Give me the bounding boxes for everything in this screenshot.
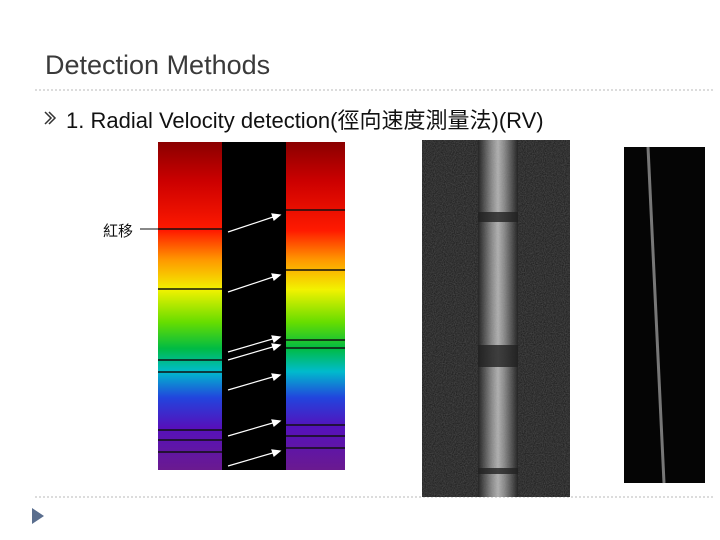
stellar-spectrum <box>624 146 705 484</box>
dividers <box>35 89 715 498</box>
bullet-icon <box>44 111 57 125</box>
slide-title: Detection Methods <box>45 50 271 80</box>
spectrum-figure <box>140 142 345 470</box>
redshift-label: 紅移 <box>103 223 134 240</box>
bullet-text: 1. Radial Velocity detection(徑向速度測量法)(RV… <box>66 108 544 133</box>
observed-spectrum <box>422 140 570 497</box>
nav-triangle <box>32 508 44 524</box>
